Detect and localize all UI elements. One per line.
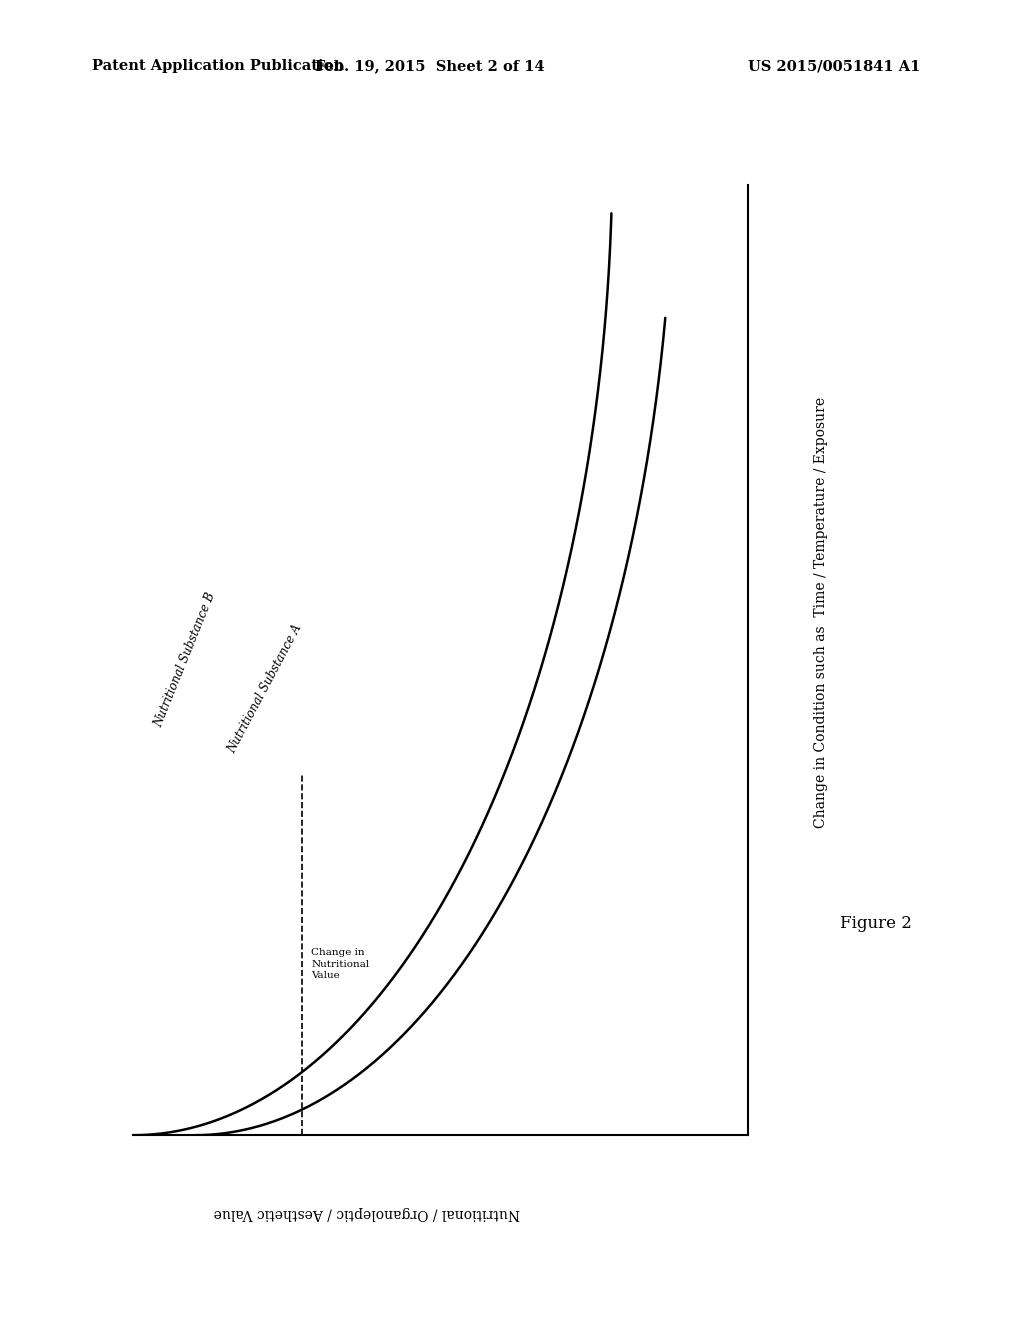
Text: Change in
Nutritional
Value: Change in Nutritional Value bbox=[311, 948, 370, 981]
Text: US 2015/0051841 A1: US 2015/0051841 A1 bbox=[748, 59, 920, 74]
Text: Patent Application Publication: Patent Application Publication bbox=[92, 59, 344, 74]
Text: Change in Condition such as  Time / Temperature / Exposure: Change in Condition such as Time / Tempe… bbox=[814, 397, 828, 828]
Text: Nutritional Substance B: Nutritional Substance B bbox=[153, 590, 218, 730]
Text: Nutritional Substance A: Nutritional Substance A bbox=[225, 622, 305, 755]
Text: Figure 2: Figure 2 bbox=[840, 916, 911, 932]
Text: Nutritional / Organoleptic / Aesthetic Value: Nutritional / Organoleptic / Aesthetic V… bbox=[213, 1206, 520, 1221]
Text: Feb. 19, 2015  Sheet 2 of 14: Feb. 19, 2015 Sheet 2 of 14 bbox=[315, 59, 545, 74]
